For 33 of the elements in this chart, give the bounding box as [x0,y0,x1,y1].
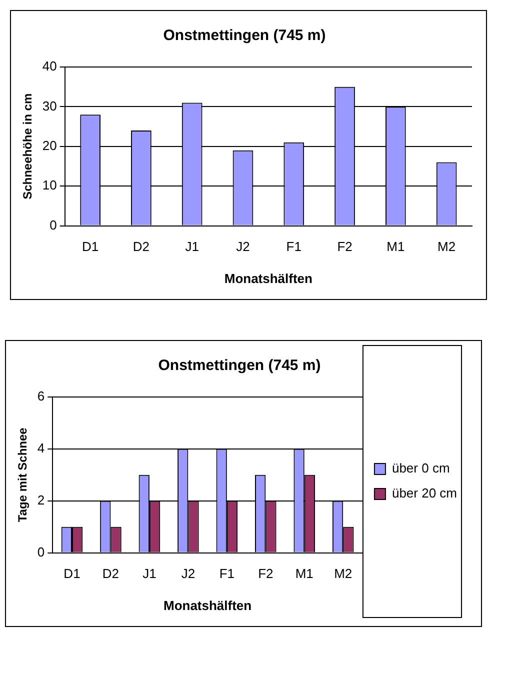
x-tick-label: F2 [337,239,352,254]
x-tick-label: F1 [286,239,302,254]
x-tick-label: M1 [295,566,314,582]
legend-label: über 20 cm [392,486,458,501]
x-tick-label: D1 [82,239,99,254]
y-tick-label: 20 [42,138,57,153]
chart-title: Onstmettingen (745 m) [163,27,326,44]
y-tick-label: 0 [50,217,57,232]
x-tick-label: M2 [438,239,456,254]
x-tick-label: D2 [132,239,150,254]
y-tick-label: 40 [42,58,57,74]
y-tick-label: 4 [37,440,45,456]
x-tick-label: D2 [102,566,120,582]
x-tick-label: F2 [258,566,274,582]
y-axis-title: Tage mit Schnee [16,427,30,522]
y-tick-label: 2 [37,492,45,508]
y-tick-label: 0 [37,544,45,560]
x-tick-label: M2 [334,566,352,582]
x-tick-label: J2 [181,566,196,582]
x-tick-label: J1 [142,566,156,582]
x-axis-title: Monatshälften [163,598,252,613]
y-tick-label: 10 [42,178,57,193]
legend-label: über 0 cm [392,460,450,476]
x-tick-label: F1 [219,566,234,582]
x-tick-label: M1 [386,239,405,254]
chart-title: Onstmettingen (745 m) [158,357,321,374]
y-axis-title: Schneehöhe in cm [20,93,35,200]
y-tick-label: 6 [37,388,45,404]
x-tick-label: D1 [64,566,80,582]
x-tick-label: J2 [236,239,250,254]
y-tick-label: 30 [42,98,57,114]
x-tick-label: J1 [185,239,199,254]
x-axis-title: Monatshälften [224,270,313,286]
